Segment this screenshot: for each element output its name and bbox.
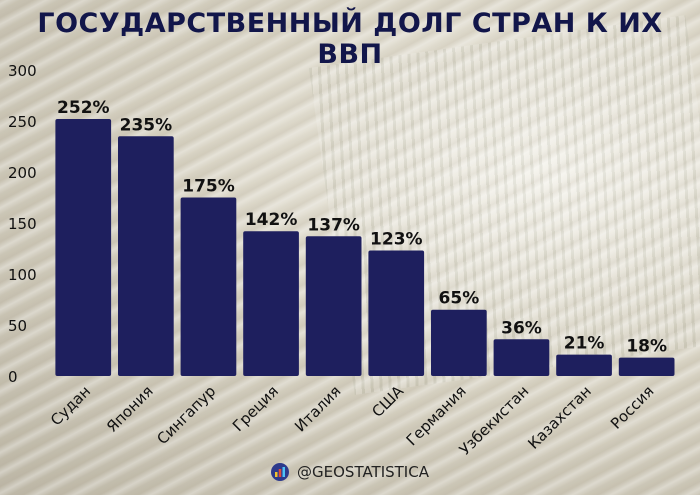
bar xyxy=(305,236,362,376)
y-tick-label: 0 xyxy=(8,368,18,386)
y-tick-label: 100 xyxy=(8,266,37,284)
bar-chart-logo-icon xyxy=(271,463,290,481)
footer-handle: @GEOSTATISTICA xyxy=(297,463,429,481)
y-tick-label: 300 xyxy=(8,62,37,80)
y-tick-label: 250 xyxy=(8,113,37,131)
bar xyxy=(556,354,612,376)
footer: @GEOSTATISTICA xyxy=(0,463,700,481)
bar-chart: 0 50 100 150 200 250 300 252% Судан 235% Япония 175… xyxy=(8,62,675,459)
data-label: 142% xyxy=(245,210,298,230)
x-tick-label: Италия xyxy=(291,382,344,435)
bar xyxy=(493,339,550,376)
bar xyxy=(618,357,675,376)
bar xyxy=(431,309,487,376)
bar xyxy=(118,136,174,376)
data-label: 252% xyxy=(57,98,110,118)
data-label: 137% xyxy=(307,215,360,235)
data-label: 235% xyxy=(120,115,173,135)
data-label: 65% xyxy=(439,289,480,309)
x-tick-label: Япония xyxy=(103,382,157,436)
bar xyxy=(243,231,299,376)
y-tick-label: 150 xyxy=(8,215,37,233)
bar xyxy=(55,119,112,376)
y-tick-label: 50 xyxy=(8,317,27,335)
x-tick-label: Казахстан xyxy=(524,382,595,453)
data-label: 175% xyxy=(182,177,235,197)
data-label: 36% xyxy=(501,318,542,338)
x-tick-label: Судан xyxy=(47,382,94,429)
x-tick-label: США xyxy=(368,382,407,421)
bar xyxy=(180,197,237,376)
x-tick-label: Германия xyxy=(403,382,470,449)
data-label: 18% xyxy=(626,337,667,357)
x-tick-label: Россия xyxy=(607,382,658,433)
x-tick-label: Греция xyxy=(229,382,282,435)
data-label: 123% xyxy=(370,230,423,250)
chart-title: ГОСУДАРСТВЕННЫЙ ДОЛГ СТРАН К ИХ ВВП xyxy=(37,8,663,70)
y-tick-label: 200 xyxy=(8,164,37,182)
data-label: 21% xyxy=(564,334,605,354)
bar xyxy=(368,250,425,376)
x-tick-label: Сингапур xyxy=(153,382,219,448)
